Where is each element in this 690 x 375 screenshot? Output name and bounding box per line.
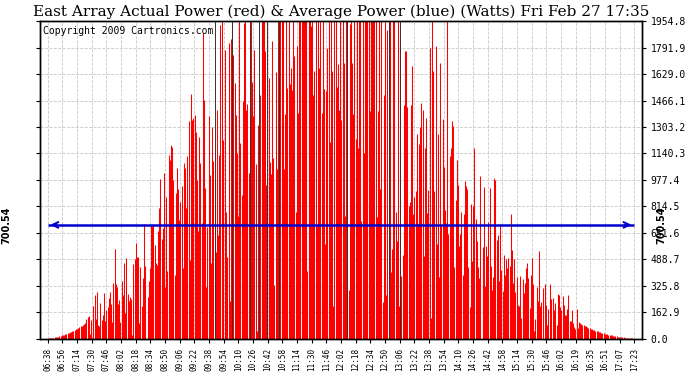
Text: 700.54: 700.54 xyxy=(1,206,11,244)
Text: 700.54: 700.54 xyxy=(656,206,667,244)
Title: East Array Actual Power (red) & Average Power (blue) (Watts) Fri Feb 27 17:35: East Array Actual Power (red) & Average … xyxy=(32,4,649,18)
Text: Copyright 2009 Cartronics.com: Copyright 2009 Cartronics.com xyxy=(43,26,214,36)
